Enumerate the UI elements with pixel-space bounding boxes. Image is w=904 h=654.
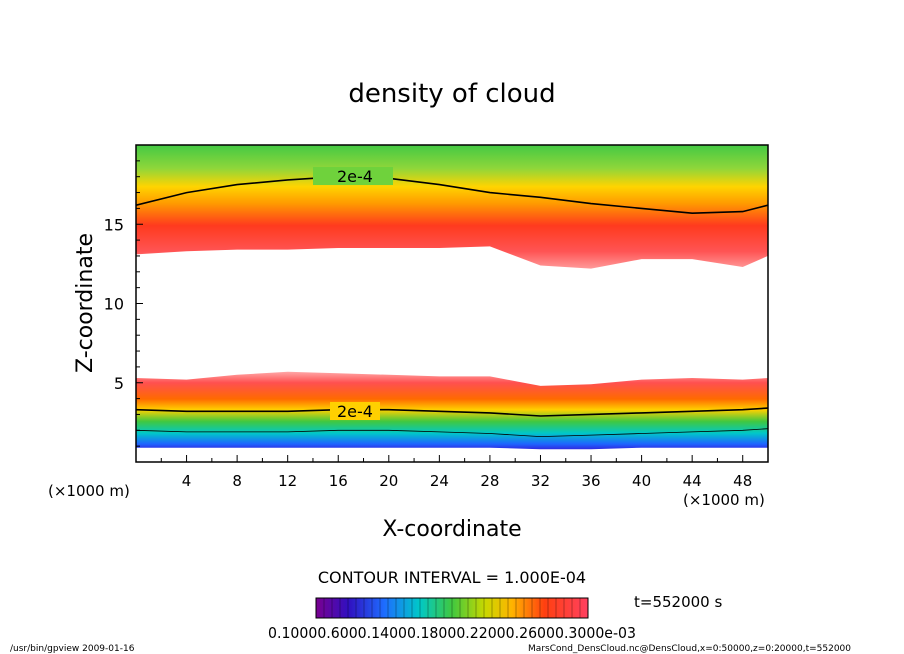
- x-tick-label: 8: [232, 472, 242, 490]
- x-unit-left: (×1000 m): [48, 482, 130, 500]
- footer-left: /usr/bin/gpview 2009-01-16: [10, 644, 135, 654]
- y-tick-label: 5: [114, 374, 124, 393]
- x-axis-label: X-coordinate: [382, 517, 521, 542]
- contour-line-lower-minor: [136, 428, 768, 438]
- footer-right: MarsCond_DensCloud.nc@DensCloud,x=0:5000…: [528, 644, 851, 654]
- x-tick-label: 48: [733, 472, 752, 490]
- x-tick-label: 4: [182, 472, 192, 490]
- x-tick-label: 32: [531, 472, 550, 490]
- contour-label-lower: 2e-4: [337, 402, 373, 421]
- x-tick-label: 28: [480, 472, 499, 490]
- colorbar-labels: 0.10000.6000.14000.18000.22000.26000.300…: [268, 624, 636, 642]
- time-label: t=552000 s: [634, 593, 722, 611]
- lower-cloud-layer: [136, 371, 768, 450]
- contour-label-upper: 2e-4: [337, 167, 373, 186]
- contour-label-bg-lower: [330, 402, 380, 420]
- chart-title: density of cloud: [348, 79, 555, 109]
- upper-cloud-layer: [136, 145, 768, 269]
- x-tick-label: 40: [632, 472, 651, 490]
- x-unit-right: (×1000 m): [683, 491, 765, 509]
- x-tick-label: 24: [430, 472, 449, 490]
- y-axis-label: Z-coordinate: [73, 233, 98, 373]
- x-tick-label: 44: [683, 472, 702, 490]
- contour-label-bg-upper: [313, 167, 393, 185]
- y-tick-label: 10: [104, 295, 124, 314]
- x-tick-label: 12: [278, 472, 297, 490]
- contour-interval: CONTOUR INTERVAL = 1.000E-04: [318, 568, 586, 587]
- y-tick-label: 15: [104, 215, 124, 234]
- colorbar-ticks: [323, 598, 581, 618]
- contour-line-lower: [136, 407, 768, 417]
- contour-line-upper: [136, 175, 768, 215]
- x-tick-label: 36: [581, 472, 600, 490]
- x-tick-label: 16: [329, 472, 348, 490]
- x-axis: 4 8 12 16 20 24 28 32 36 40 44 48: [160, 455, 769, 490]
- y-axis: 5 10 15: [104, 160, 143, 447]
- x-tick-label: 20: [379, 472, 398, 490]
- plot-area: [136, 145, 768, 450]
